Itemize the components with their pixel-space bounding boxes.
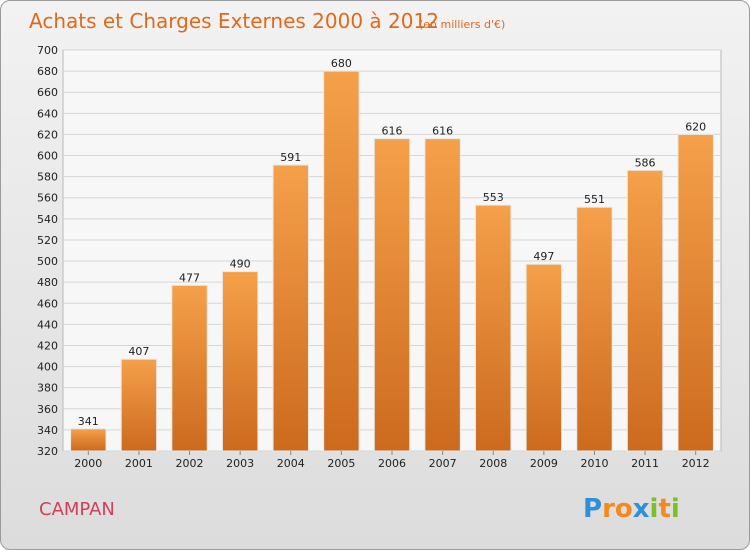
bar-2008 <box>475 204 512 452</box>
y-tick-label: 600 <box>37 150 58 163</box>
x-tick-label-2005: 2005 <box>327 457 355 470</box>
value-label-2006: 616 <box>382 125 403 138</box>
bar-2001 <box>120 358 158 452</box>
bar-2007 <box>424 138 461 452</box>
logo-letter: i <box>671 494 680 524</box>
value-label-2003: 490 <box>230 258 251 271</box>
x-tick-label-2008: 2008 <box>479 457 507 470</box>
proxiti-logo: Proxiti <box>583 494 680 524</box>
logo-letter: x <box>633 494 650 524</box>
logo-letter: t <box>658 494 670 524</box>
y-tick-label: 500 <box>37 255 58 268</box>
y-tick-label: 460 <box>37 297 58 310</box>
y-tick-label: 440 <box>37 318 58 331</box>
logo-letter: r <box>602 494 615 524</box>
bar-2004 <box>272 164 309 452</box>
bar-2003 <box>221 271 259 452</box>
x-tick-label-2010: 2010 <box>580 457 608 470</box>
x-tick-label-2012: 2012 <box>682 457 710 470</box>
y-tick-label: 640 <box>37 107 58 120</box>
place-name: CAMPAN <box>39 499 115 520</box>
value-label-2000: 341 <box>78 415 99 428</box>
bar-2012 <box>677 133 714 452</box>
value-label-2009: 497 <box>533 250 554 263</box>
y-tick-label: 420 <box>37 339 58 352</box>
y-tick-label: 560 <box>37 192 58 205</box>
logo-letter: i <box>650 494 659 524</box>
x-tick-label-2009: 2009 <box>530 457 558 470</box>
x-tick-label-2006: 2006 <box>378 457 406 470</box>
y-tick-label: 480 <box>37 276 58 289</box>
x-tick-label-2004: 2004 <box>277 457 305 470</box>
x-axis-ticks: 2000 2001 2002 2003 2004 2005 2006 2007 2008 2009… <box>74 451 710 470</box>
x-tick-label-2002: 2002 <box>176 457 204 470</box>
bar-2010 <box>576 206 613 452</box>
value-label-2002: 477 <box>179 271 200 284</box>
y-tick-label: 320 <box>37 445 58 458</box>
value-label-2004: 591 <box>280 151 301 164</box>
value-label-2012: 620 <box>685 120 706 133</box>
y-tick-label: 580 <box>37 171 58 184</box>
y-tick-label: 360 <box>37 403 58 416</box>
bars: 341 407 477 490 591 680 616 616 553 497 551 586 620 <box>70 57 714 452</box>
x-tick-label-2000: 2000 <box>74 457 102 470</box>
bar-2009 <box>525 263 563 452</box>
chart-title: Achats et Charges Externes 2000 à 2012 <box>29 9 439 33</box>
value-label-2007: 616 <box>432 125 453 138</box>
bar-2000 <box>70 428 107 452</box>
y-tick-label: 380 <box>37 382 58 395</box>
value-label-2001: 407 <box>128 345 149 358</box>
y-tick-label: 620 <box>37 128 58 141</box>
y-axis-ticks: 320 340 360 380 400 420 440 460 480 500 520 540 560 5… <box>37 44 58 458</box>
chart-subtitle: (en milliers d'€) <box>419 18 505 31</box>
value-label-2010: 551 <box>584 193 605 206</box>
x-tick-label-2007: 2007 <box>429 457 457 470</box>
bar-2002 <box>171 284 208 452</box>
bar-2005 <box>323 70 360 452</box>
x-tick-label-2003: 2003 <box>226 457 254 470</box>
value-label-2005: 680 <box>331 57 352 70</box>
y-tick-label: 540 <box>37 213 58 226</box>
y-tick-label: 660 <box>37 86 58 99</box>
logo-letter: P <box>583 494 602 524</box>
bar-2006 <box>373 138 411 452</box>
value-label-2011: 586 <box>635 156 656 169</box>
y-tick-label: 680 <box>37 65 58 78</box>
bar-2011 <box>626 169 664 452</box>
x-tick-label-2011: 2011 <box>631 457 659 470</box>
y-tick-label: 700 <box>37 44 58 57</box>
y-tick-label: 400 <box>37 361 58 374</box>
y-tick-label: 340 <box>37 424 58 437</box>
logo-letter: o <box>615 494 633 524</box>
value-label-2008: 553 <box>483 191 504 204</box>
y-tick-label: 520 <box>37 234 58 247</box>
x-tick-label-2001: 2001 <box>125 457 153 470</box>
